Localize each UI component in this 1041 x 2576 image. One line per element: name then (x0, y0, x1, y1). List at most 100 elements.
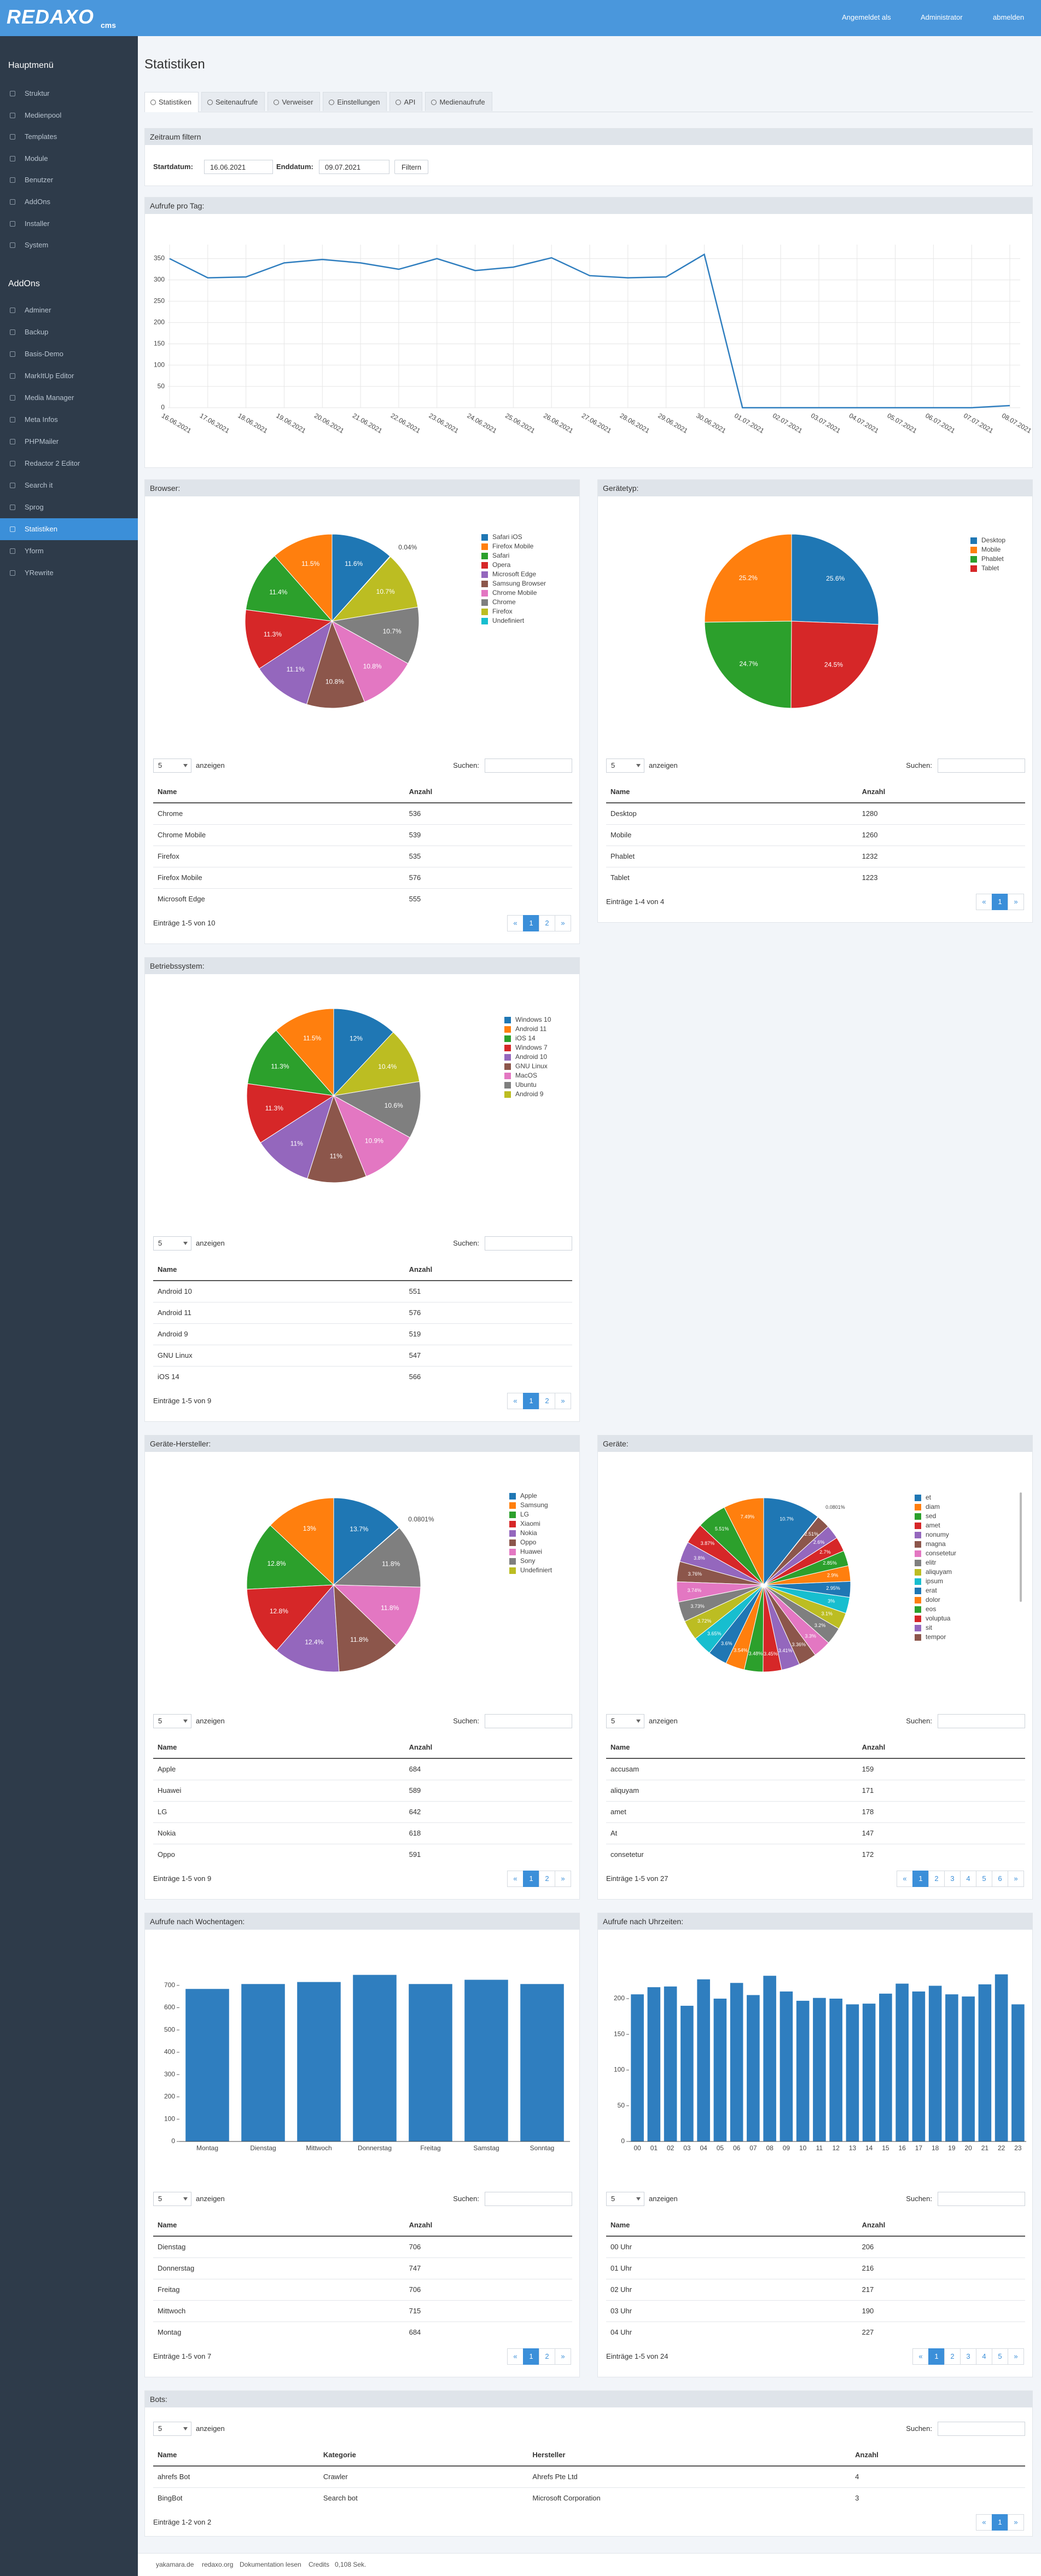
page-button[interactable]: 1 (523, 1871, 539, 1887)
page-button[interactable]: 1 (912, 1871, 929, 1887)
page-button[interactable]: » (1008, 1871, 1024, 1887)
footer-link[interactable]: Credits (309, 2561, 330, 2568)
sidebar-item[interactable]: Sprog (0, 496, 138, 518)
page-length-select[interactable]: 5 (606, 2192, 644, 2206)
page-button[interactable]: 3 (960, 2348, 976, 2365)
page-button[interactable]: 4 (976, 2348, 992, 2365)
page-button[interactable]: 1 (992, 894, 1008, 910)
column-header[interactable]: Anzahl (857, 1736, 1025, 1759)
page-button[interactable]: » (1008, 894, 1024, 910)
column-header[interactable]: Name (153, 1259, 405, 1281)
page-button[interactable]: « (507, 915, 524, 931)
page-button[interactable]: 5 (992, 2348, 1008, 2365)
column-header[interactable]: Anzahl (851, 2444, 1025, 2467)
page-button[interactable]: » (1008, 2514, 1024, 2531)
search-input[interactable] (938, 2192, 1025, 2206)
search-input[interactable] (485, 1236, 572, 1251)
sidebar-item[interactable]: System (0, 234, 138, 256)
sidebar-item[interactable]: MarkItUp Editor (0, 365, 138, 387)
column-header[interactable]: Name (153, 2444, 319, 2467)
footer-link[interactable]: Dokumentation lesen (240, 2561, 301, 2568)
filter-button[interactable]: Filtern (394, 160, 429, 174)
page-button[interactable]: 2 (539, 915, 555, 931)
page-button[interactable]: « (507, 2348, 524, 2365)
sidebar-item[interactable]: Yform (0, 540, 138, 562)
user-link[interactable]: Administrator (921, 13, 963, 21)
logout-link[interactable]: abmelden (993, 13, 1025, 21)
sidebar-item[interactable]: Basis-Demo (0, 343, 138, 365)
page-button[interactable]: » (555, 2348, 571, 2365)
page-button[interactable]: » (555, 1393, 571, 1409)
sidebar-item[interactable]: Medienpool (0, 105, 138, 126)
page-length-select[interactable]: 5 (153, 759, 191, 773)
sidebar-item[interactable]: Search it (0, 474, 138, 496)
column-header[interactable]: Anzahl (857, 2214, 1025, 2237)
page-button[interactable]: « (976, 2514, 992, 2531)
page-length-select[interactable]: 5 (153, 1714, 191, 1728)
column-header[interactable]: Anzahl (404, 781, 572, 803)
end-date-input[interactable]: 09.07.2021 (319, 160, 389, 174)
search-input[interactable] (938, 759, 1025, 773)
sidebar-item[interactable]: Redactor 2 Editor (0, 453, 138, 474)
search-input[interactable] (485, 1714, 572, 1728)
page-length-select[interactable]: 5 (606, 1714, 644, 1728)
sidebar-item[interactable]: AddOns (0, 191, 138, 213)
page-button[interactable]: 2 (944, 2348, 961, 2365)
page-button[interactable]: 1 (928, 2348, 945, 2365)
tab[interactable]: Verweiser (267, 92, 321, 111)
column-header[interactable]: Name (153, 781, 405, 803)
page-button[interactable]: 1 (523, 1393, 539, 1409)
page-button[interactable]: » (555, 915, 571, 931)
page-button[interactable]: 3 (944, 1871, 961, 1887)
sidebar-item[interactable]: YRewrite (0, 562, 138, 584)
page-button[interactable]: 2 (928, 1871, 945, 1887)
sidebar-item[interactable]: Statistiken (0, 518, 138, 540)
sidebar-item[interactable]: Struktur (0, 83, 138, 105)
tab[interactable]: Medienaufrufe (425, 92, 492, 111)
footer-link[interactable]: yakamara.de (156, 2561, 194, 2568)
page-length-select[interactable]: 5 (606, 759, 644, 773)
page-button[interactable]: « (507, 1871, 524, 1887)
sidebar-item[interactable]: Installer (0, 213, 138, 235)
sidebar-item[interactable]: Benutzer (0, 169, 138, 191)
sidebar-item[interactable]: Meta Infos (0, 409, 138, 431)
column-header[interactable]: Name (153, 2214, 405, 2237)
column-header[interactable]: Anzahl (404, 1259, 572, 1281)
page-button[interactable]: « (912, 2348, 929, 2365)
page-length-select[interactable]: 5 (153, 2192, 191, 2206)
page-button[interactable]: 1 (523, 2348, 539, 2365)
tab[interactable]: Seitenaufrufe (201, 92, 265, 111)
page-button[interactable]: 1 (523, 915, 539, 931)
search-input[interactable] (938, 1714, 1025, 1728)
page-button[interactable]: 2 (539, 1871, 555, 1887)
sidebar-item[interactable]: PHPMailer (0, 431, 138, 453)
page-button[interactable]: » (555, 1871, 571, 1887)
column-header[interactable]: Name (606, 2214, 858, 2237)
page-length-select[interactable]: 5 (153, 1236, 191, 1251)
page-button[interactable]: » (1008, 2348, 1024, 2365)
page-button[interactable]: « (897, 1871, 913, 1887)
logo[interactable]: REDAXO (7, 5, 95, 28)
page-button[interactable]: 2 (539, 1393, 555, 1409)
page-button[interactable]: 6 (992, 1871, 1008, 1887)
column-header[interactable]: Anzahl (404, 2214, 572, 2237)
tab[interactable]: API (389, 92, 423, 111)
sidebar-item[interactable]: Module (0, 148, 138, 170)
sidebar-item[interactable]: Media Manager (0, 387, 138, 409)
page-button[interactable]: 2 (539, 2348, 555, 2365)
column-header[interactable]: Hersteller (528, 2444, 851, 2467)
tab[interactable]: Einstellungen (323, 92, 387, 111)
column-header[interactable]: Name (606, 1736, 858, 1759)
column-header[interactable]: Anzahl (857, 781, 1025, 803)
column-header[interactable]: Name (606, 781, 858, 803)
page-button[interactable]: « (507, 1393, 524, 1409)
footer-link[interactable]: redaxo.org (202, 2561, 234, 2568)
tab[interactable]: Statistiken (144, 92, 199, 112)
search-input[interactable] (938, 2422, 1025, 2436)
page-button[interactable]: 5 (976, 1871, 992, 1887)
page-button[interactable]: 1 (992, 2514, 1008, 2531)
column-header[interactable]: Kategorie (318, 2444, 528, 2467)
search-input[interactable] (485, 759, 572, 773)
sidebar-item[interactable]: Adminer (0, 299, 138, 321)
page-button[interactable]: « (976, 894, 992, 910)
